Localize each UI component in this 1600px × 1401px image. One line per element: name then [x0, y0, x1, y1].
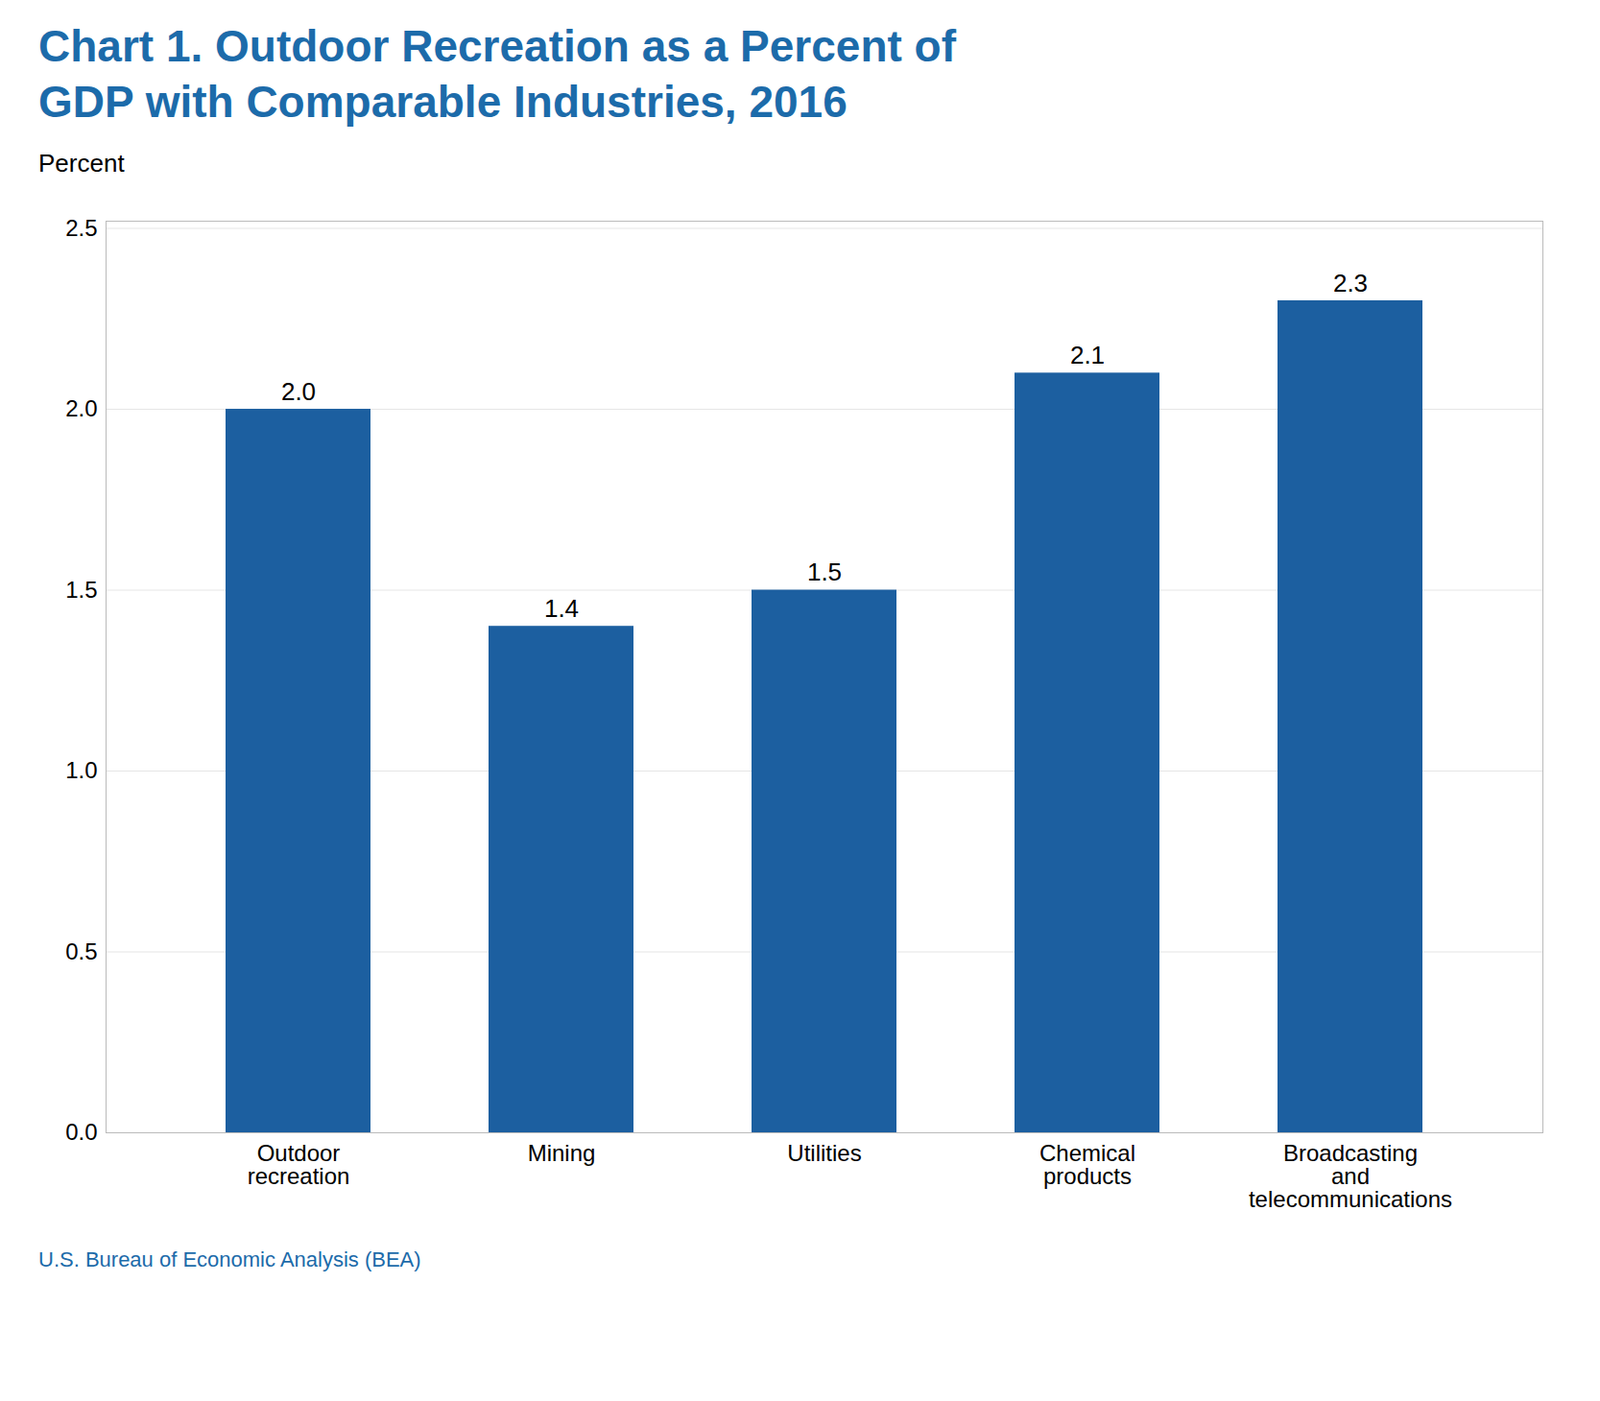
- svg-text:1.0: 1.0: [65, 757, 97, 784]
- html-text:Percent: Percent: [38, 148, 125, 178]
- svg-text:0.5: 0.5: [65, 938, 97, 965]
- svg-text:2.1: 2.1: [1070, 340, 1105, 370]
- svg-text:2.0: 2.0: [65, 395, 97, 422]
- html-text:Chart 1. Outdoor Recreation as: Chart 1. Outdoor Recreation as a Percent…: [38, 21, 956, 127]
- svg-text:2.3: 2.3: [1333, 268, 1368, 298]
- svg-text:Broadcastingandtelecommunicati: Broadcastingandtelecommunications: [1248, 1140, 1453, 1213]
- svg-text:Utilities: Utilities: [787, 1140, 861, 1167]
- svg-text:1.5: 1.5: [807, 557, 842, 587]
- svg-text:Mining: Mining: [527, 1140, 597, 1167]
- svg-text:2.0: 2.0: [281, 377, 316, 406]
- html-text:U.S. Bureau of Economic Analys: U.S. Bureau of Economic Analysis (BEA): [38, 1247, 421, 1272]
- svg-text:0.0: 0.0: [65, 1119, 97, 1146]
- svg-text:Chemicalproducts: Chemicalproducts: [1039, 1140, 1136, 1190]
- svg-text:1.4: 1.4: [544, 594, 579, 623]
- svg-text:Outdoorrecreation: Outdoorrecreation: [247, 1140, 351, 1190]
- svg-text:1.5: 1.5: [65, 576, 97, 603]
- svg-text:2.5: 2.5: [65, 214, 97, 241]
